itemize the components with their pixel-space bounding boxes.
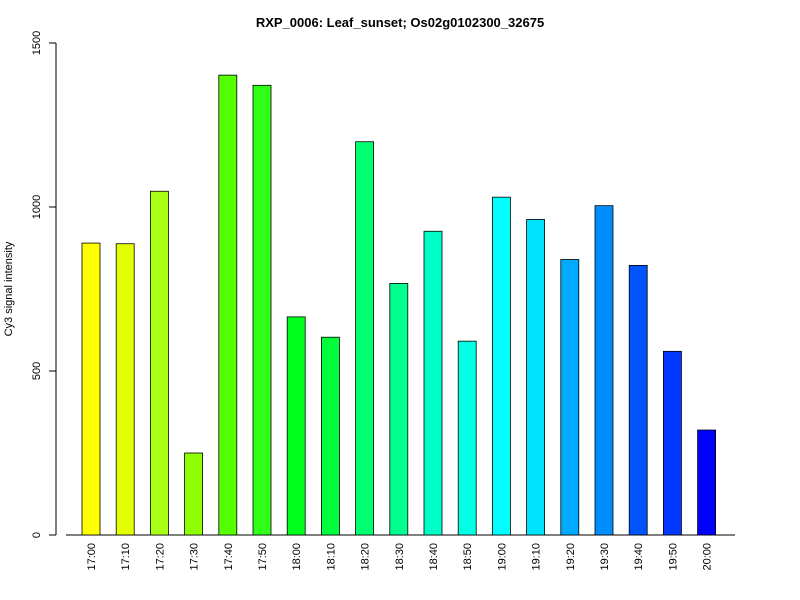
bar <box>697 429 716 536</box>
x-tick-label: 19:20 <box>565 543 577 571</box>
bar <box>526 219 545 536</box>
bar <box>81 242 101 536</box>
x-tick-label: 18:40 <box>428 543 440 571</box>
bar <box>355 141 375 536</box>
x-tick-label: 17:20 <box>154 543 166 571</box>
x-tick-label: 17:10 <box>120 543 132 571</box>
x-tick-label: 19:40 <box>633 543 645 571</box>
x-tick-label: 17:00 <box>86 543 98 571</box>
bar <box>184 452 204 536</box>
x-tick-label: 18:30 <box>394 543 406 571</box>
bar <box>252 84 272 536</box>
bar <box>491 196 511 536</box>
x-tick-label: 19:00 <box>496 543 508 571</box>
y-tick-label: 1000 <box>31 195 43 219</box>
x-tick-label: 18:50 <box>462 543 474 571</box>
y-tick-label: 500 <box>31 362 43 380</box>
bars-group <box>81 74 716 536</box>
y-axis: 0 500 1000 1500 <box>31 31 57 538</box>
x-tick-label: 19:50 <box>667 543 679 571</box>
bar <box>286 316 306 536</box>
bar <box>457 340 477 536</box>
y-axis-label: Cy3 signal intensity <box>3 241 15 336</box>
bar <box>423 230 443 536</box>
y-tick-label: 1500 <box>31 31 43 55</box>
x-tick-labels: 17:00 17:10 17:20 17:30 17:40 17:50 18:00 18:10… <box>86 543 714 571</box>
x-tick-label: 17:50 <box>257 543 269 571</box>
bar <box>115 243 135 536</box>
bar <box>663 350 682 536</box>
bar <box>218 74 238 536</box>
y-tick-label: 0 <box>31 532 43 538</box>
x-tick-label: 18:20 <box>360 543 372 571</box>
bar <box>389 283 409 536</box>
bar <box>628 264 648 536</box>
chart-title: RXP_0006: Leaf_sunset; Os02g0102300_3267… <box>256 15 544 30</box>
bar <box>149 190 169 536</box>
x-tick-label: 17:40 <box>223 543 235 571</box>
bar <box>594 205 614 536</box>
x-tick-label: 20:00 <box>702 543 714 571</box>
x-tick-label: 18:10 <box>325 543 337 571</box>
x-tick-label: 18:00 <box>291 543 303 571</box>
bar <box>320 336 340 536</box>
x-tick-label: 17:30 <box>189 543 201 571</box>
x-tick-label: 19:10 <box>531 543 543 571</box>
bar <box>560 259 580 536</box>
x-tick-label: 19:30 <box>599 543 611 571</box>
